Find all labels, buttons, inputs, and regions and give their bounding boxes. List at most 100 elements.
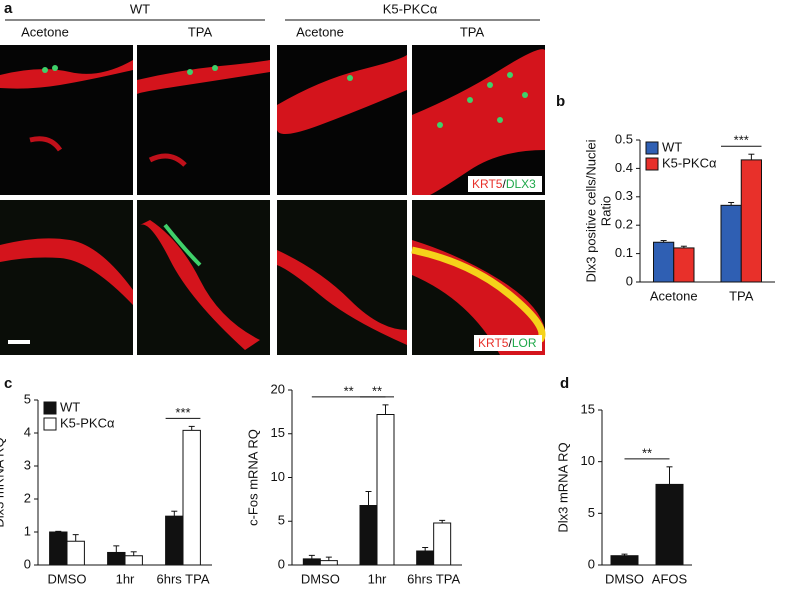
y-tick-label: 5 — [278, 513, 285, 528]
legend-swatch — [43, 401, 57, 415]
column-label: TPA — [188, 24, 213, 39]
y-tick-label: 0.4 — [615, 160, 633, 175]
legend-label: WT — [662, 139, 682, 154]
tissue — [277, 250, 407, 345]
significance-label: ** — [372, 383, 382, 398]
x-tick-label: DMSO — [605, 571, 644, 586]
y-tick-label: 5 — [24, 391, 31, 406]
error-bar — [325, 556, 332, 561]
x-tick-label: 6hrs TPA — [157, 571, 210, 586]
tissue — [148, 153, 187, 167]
legend-label: WT — [60, 399, 80, 414]
panel-label: b — [556, 93, 565, 110]
bar — [49, 531, 68, 566]
x-tick-label: AFOS — [652, 571, 688, 586]
y-axis-label: Dlx3 mRNA RQ — [555, 442, 570, 532]
error-bar — [55, 530, 62, 532]
stain-box — [468, 176, 542, 192]
tissue — [137, 60, 270, 94]
y-tick-label: 0 — [588, 556, 595, 571]
bar — [319, 560, 338, 566]
error-bar — [171, 510, 178, 517]
significance-label: *** — [734, 133, 749, 148]
stain-label: KRT5/DLX3 — [472, 177, 536, 191]
column-label: Acetone — [21, 24, 69, 39]
y-tick-label: 1 — [24, 523, 31, 538]
error-bar — [365, 491, 372, 506]
y-tick-label: 15 — [581, 401, 595, 416]
y-axis-label: c-Fos mRNA RQ — [245, 429, 260, 526]
legend-swatch — [43, 417, 57, 431]
y-tick-label: 3 — [24, 457, 31, 472]
tissue — [411, 246, 546, 343]
x-tick-label: TPA — [729, 288, 754, 303]
y-axis-label: Dlx3 mRNA RQ — [0, 437, 6, 527]
bar — [610, 555, 639, 566]
bar — [433, 522, 452, 566]
legend-label: K5-PKCα — [60, 415, 115, 430]
x-tick-label: Acetone — [650, 288, 698, 303]
significance-label: ** — [344, 383, 354, 398]
bar — [653, 241, 675, 283]
stain-sep: / — [502, 177, 506, 191]
stain-sep: / — [508, 336, 512, 350]
error-bar — [666, 466, 673, 485]
column-label: Acetone — [296, 24, 344, 39]
y-tick-label: 20 — [271, 381, 285, 396]
group-label: K5-PKCα — [383, 1, 438, 16]
x-tick-label: DMSO — [301, 571, 340, 586]
y-tick-label: 0 — [278, 556, 285, 571]
tissue — [140, 220, 260, 350]
bar — [66, 540, 85, 566]
error-bar — [680, 245, 687, 248]
stain-name: KRT5 — [472, 177, 503, 191]
bar — [376, 414, 395, 566]
y-tick-label: 0.3 — [615, 188, 633, 203]
bar — [107, 551, 126, 566]
x-tick-label: 1hr — [368, 571, 387, 586]
legend-swatch — [645, 157, 659, 171]
x-tick-label: 1hr — [116, 571, 135, 586]
bar — [416, 550, 435, 566]
bar — [359, 505, 378, 566]
error-bar — [382, 404, 389, 415]
y-tick-label: 10 — [581, 453, 595, 468]
y-tick-label: 4 — [24, 424, 31, 439]
error-bar — [308, 554, 315, 559]
legend-swatch — [645, 141, 659, 155]
tissue — [412, 240, 545, 355]
x-tick-label: 6hrs TPA — [407, 571, 460, 586]
bar — [302, 558, 321, 566]
tissue — [29, 136, 63, 152]
bar — [165, 515, 184, 566]
nuclei — [42, 65, 528, 128]
error-bar — [621, 553, 628, 556]
tissue — [0, 60, 133, 89]
bar — [655, 483, 684, 566]
y-tick-label: 0.5 — [615, 131, 633, 146]
panel-label: c — [4, 375, 12, 392]
micrographs: KRT5/DLX3 KRT5/LOR — [0, 45, 546, 355]
error-bar — [660, 240, 667, 243]
tissue — [277, 55, 407, 134]
stain-name: DLX3 — [506, 177, 536, 191]
y-axis-label: Dlx3 positive cells/Nuclei — [583, 139, 598, 282]
error-bar — [188, 425, 195, 431]
stain-label: KRT5/LOR — [478, 336, 537, 350]
tissue — [0, 238, 133, 305]
group-label: WT — [130, 1, 150, 16]
y-tick-label: 2 — [24, 490, 31, 505]
significance-label: *** — [175, 405, 190, 420]
micrograph — [137, 200, 270, 355]
error-bar — [130, 551, 137, 556]
y-tick-label: 10 — [271, 469, 285, 484]
bar — [182, 429, 201, 566]
y-tick-label: 0 — [24, 556, 31, 571]
panel-label: a — [4, 0, 13, 17]
column-label: TPA — [460, 24, 485, 39]
y-tick-label: 0.1 — [615, 245, 633, 260]
y-tick-label: 0 — [626, 273, 633, 288]
legend-label: K5-PKCα — [662, 155, 717, 170]
scale-bar — [8, 340, 30, 344]
bar — [720, 204, 742, 283]
